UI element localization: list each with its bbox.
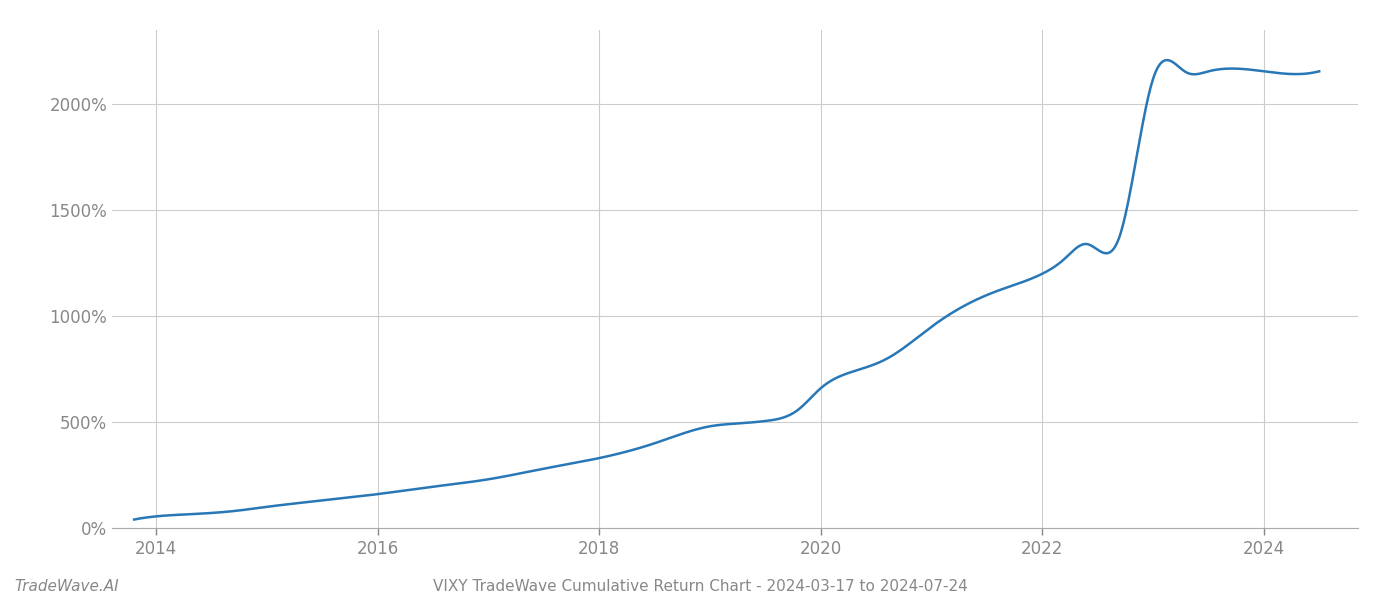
Text: TradeWave.AI: TradeWave.AI bbox=[14, 579, 119, 594]
Text: VIXY TradeWave Cumulative Return Chart - 2024-03-17 to 2024-07-24: VIXY TradeWave Cumulative Return Chart -… bbox=[433, 579, 967, 594]
